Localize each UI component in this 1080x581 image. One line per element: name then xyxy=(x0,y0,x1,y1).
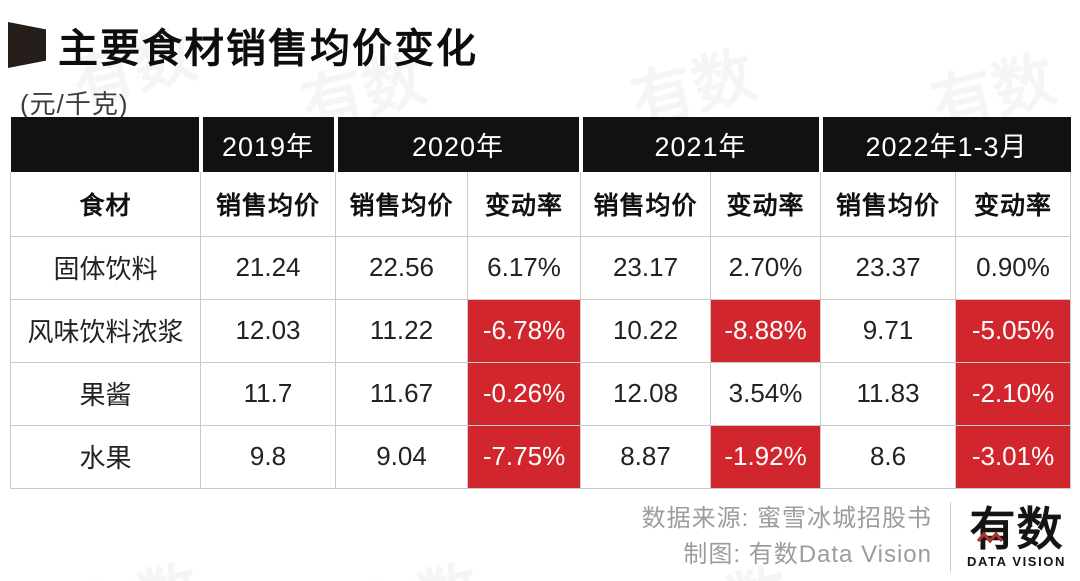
year-header-2019: 2019年 xyxy=(198,117,336,172)
brand-logo-subtext: DATA VISION xyxy=(967,554,1066,570)
ingredient-name: 果酱 xyxy=(10,361,201,426)
year-header-2022: 2022年1-3月 xyxy=(818,117,1071,172)
change-cell-negative: -1.92% xyxy=(710,424,822,489)
change-cell-negative: -0.26% xyxy=(466,361,582,426)
ingredient-name: 固体饮料 xyxy=(10,235,201,300)
table-row: 水果 9.8 9.04 -7.75% 8.87 -1.92% 8.6 -3.01% xyxy=(10,424,1072,489)
year-header-2020: 2020年 xyxy=(333,117,581,172)
table-row: 果酱 11.7 11.67 -0.26% 12.08 3.54% 11.83 -2.10% xyxy=(10,361,1072,426)
brand-watermark: 有数 xyxy=(346,538,488,581)
data-source-text: 数据来源: 蜜雪冰城招股书 xyxy=(641,505,933,532)
brand-logo-text: 有数 xyxy=(969,502,1064,555)
value-cell: 21.24 xyxy=(200,235,336,300)
table-row: 固体饮料 21.24 22.56 6.17% 23.17 2.70% 23.37 0.90% xyxy=(10,235,1072,300)
column-header-avg-price: 销售均价 xyxy=(820,172,957,237)
credits: 数据来源: 蜜雪冰城招股书 制图: 有数Data Vision xyxy=(642,501,932,573)
value-cell: 6.17% xyxy=(466,235,582,300)
value-cell: 11.22 xyxy=(335,298,468,363)
page-title: 主要食材销售均价变化 xyxy=(58,27,478,71)
ingredient-name: 水果 xyxy=(10,424,201,489)
year-header-2021: 2021年 xyxy=(578,117,821,172)
column-header-avg-price: 销售均价 xyxy=(200,172,336,237)
footer-divider xyxy=(950,502,952,572)
value-cell: 3.54% xyxy=(710,361,822,426)
value-cell: 8.6 xyxy=(820,424,957,489)
value-cell: 9.04 xyxy=(335,424,468,489)
corner-cell xyxy=(10,117,201,172)
zigzag-chart-icon xyxy=(976,531,1004,544)
ingredient-name: 风味饮料浓浆 xyxy=(10,298,201,363)
value-cell: 23.17 xyxy=(580,235,712,300)
change-cell-negative: -8.88% xyxy=(710,298,822,363)
column-header-change-rate: 变动率 xyxy=(466,172,582,237)
value-cell: 23.37 xyxy=(820,235,957,300)
change-cell-negative: -5.05% xyxy=(955,298,1072,363)
value-cell: 10.22 xyxy=(580,298,712,363)
unit-label: (元/千克) xyxy=(20,89,129,119)
column-header-avg-price: 销售均价 xyxy=(335,172,468,237)
table-body: 固体饮料 21.24 22.56 6.17% 23.17 2.70% 23.37 0.90% 风… xyxy=(10,235,1072,489)
header: 主要食材销售均价变化 (元/千克) xyxy=(8,16,478,121)
credit-text: 制图: 有数Data Vision xyxy=(683,541,933,568)
value-cell: 12.08 xyxy=(580,361,712,426)
column-header-row: 食材 销售均价 销售均价 变动率 销售均价 变动率 销售均价 变动率 xyxy=(10,172,1072,237)
year-header-row: 2019年 2020年 2021年 2022年1-3月 xyxy=(10,117,1071,172)
change-cell-negative: -3.01% xyxy=(955,424,1072,489)
change-cell-negative: -2.10% xyxy=(955,361,1072,426)
value-cell: 22.56 xyxy=(335,235,468,300)
column-header-change-rate: 变动率 xyxy=(710,172,822,237)
value-cell: 9.8 xyxy=(200,424,336,489)
value-cell: 11.7 xyxy=(200,361,336,426)
value-cell: 11.67 xyxy=(335,361,468,426)
value-cell: 2.70% xyxy=(710,235,822,300)
brand-logo: 有数 DATA VISION xyxy=(967,502,1068,570)
brand-watermark: 有数 xyxy=(66,538,208,581)
value-cell: 11.83 xyxy=(820,361,957,426)
price-table: 2019年 2020年 2021年 2022年1-3月 食材 销售均价 销售均价… xyxy=(10,117,1072,489)
column-header-avg-price: 销售均价 xyxy=(580,172,712,237)
value-cell: 9.71 xyxy=(820,298,957,363)
value-cell: 12.03 xyxy=(200,298,336,363)
column-header-change-rate: 变动率 xyxy=(955,172,1072,237)
value-cell: 0.90% xyxy=(955,235,1072,300)
title-flag-icon xyxy=(8,22,46,68)
footer: 数据来源: 蜜雪冰城招股书 制图: 有数Data Vision 有数 DATA … xyxy=(642,501,1068,573)
change-cell-negative: -6.78% xyxy=(466,298,582,363)
change-cell-negative: -7.75% xyxy=(466,424,582,489)
value-cell: 8.87 xyxy=(580,424,712,489)
column-header-ingredient: 食材 xyxy=(10,172,201,237)
table-row: 风味饮料浓浆 12.03 11.22 -6.78% 10.22 -8.88% 9.71 -5.… xyxy=(10,298,1072,363)
